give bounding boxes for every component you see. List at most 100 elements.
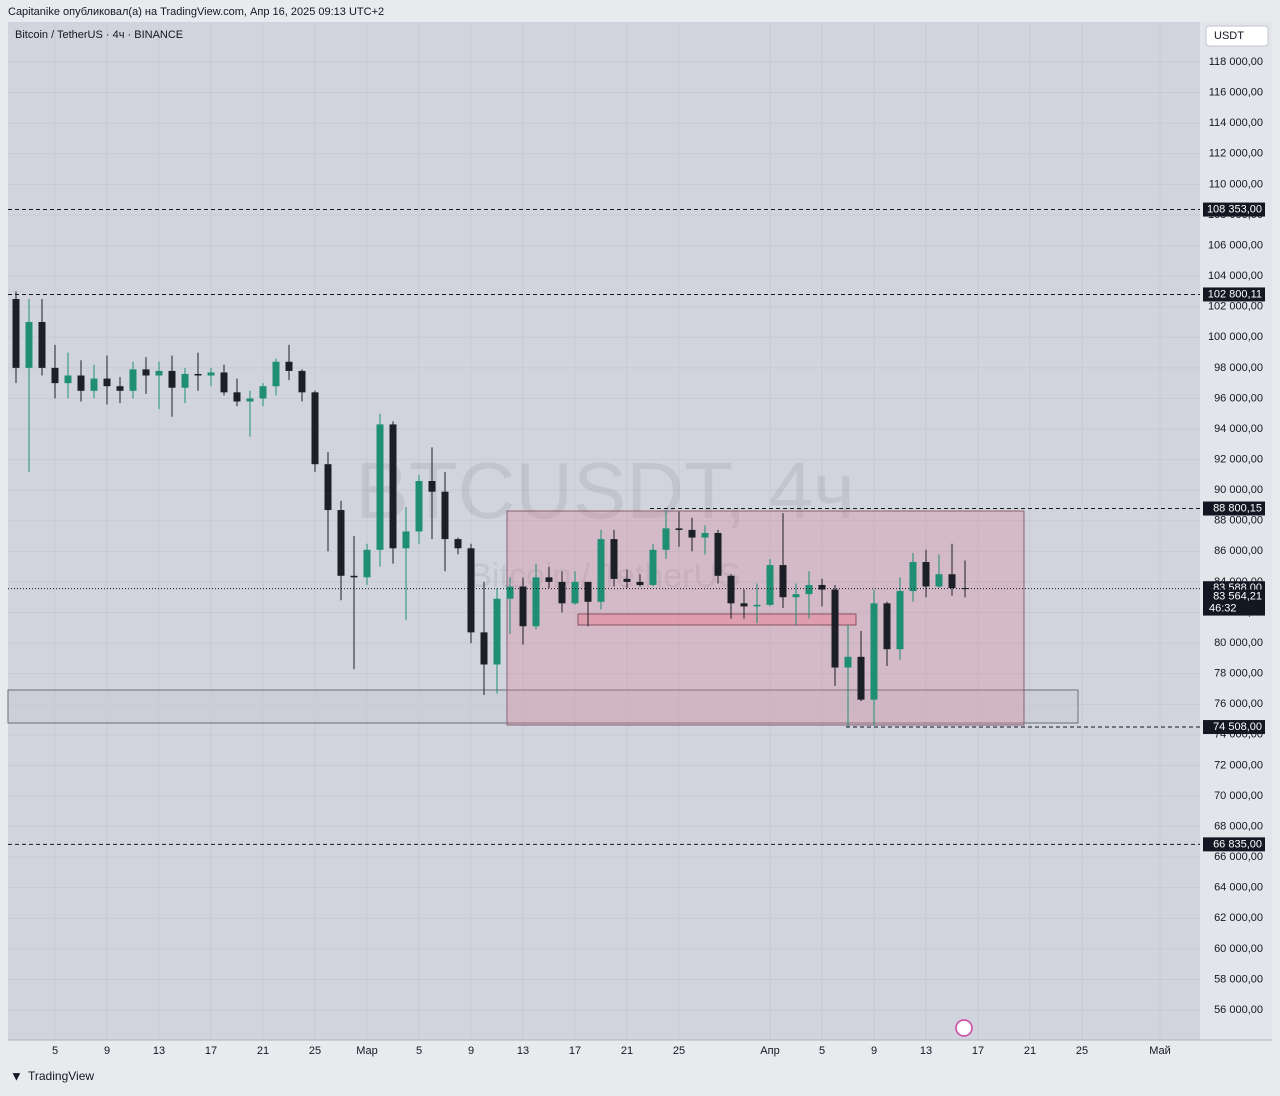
x-tick-label: 13 [153, 1045, 165, 1057]
candle-body [688, 529, 696, 538]
currency[interactable]: USDT [1214, 30, 1244, 42]
candle-body [532, 577, 540, 627]
candle-body [909, 562, 917, 592]
y-tick-label: 64 000,00 [1214, 882, 1263, 894]
candle-body [766, 565, 774, 605]
candle-body [168, 370, 176, 388]
candle-body [675, 528, 683, 530]
y-tick-label: 106 000,00 [1208, 239, 1263, 251]
candle-body [285, 361, 293, 371]
candle-body [896, 591, 904, 650]
candle-body [415, 481, 423, 532]
candle-body [259, 386, 267, 399]
candle-body [506, 586, 514, 599]
y-tick-label: 114 000,00 [1209, 117, 1263, 129]
watermark-symbol: BTCUSDT, 4ч [355, 446, 855, 535]
candle-body [571, 581, 579, 604]
last-price-box [1203, 589, 1265, 616]
candle-body [493, 598, 501, 665]
candle-body [480, 632, 488, 665]
x-tick-label: 21 [1024, 1045, 1036, 1057]
y-tick-label: 62 000,00 [1214, 912, 1263, 924]
candle-body [77, 375, 85, 391]
y-tick-label: 92 000,00 [1214, 454, 1263, 466]
y-tick-label: 78 000,00 [1214, 668, 1263, 680]
y-tick-label: 112 000,00 [1209, 148, 1263, 160]
candle-body [779, 565, 787, 598]
level-label-box [1203, 287, 1265, 302]
candle-body [194, 373, 202, 376]
footer-brand: TradingView [28, 1069, 94, 1083]
y-tick-label: 68 000,00 [1214, 820, 1263, 832]
candle-body [207, 372, 215, 376]
x-tick-label: 17 [972, 1045, 984, 1057]
y-tick-label: 70 000,00 [1214, 790, 1263, 802]
x-tick-label: 17 [569, 1045, 581, 1057]
symbol-title: Bitcoin / TetherUS · 4ч · BINANCE [15, 29, 183, 41]
candle-body [103, 378, 111, 387]
candle-body [467, 548, 475, 633]
candle-body [90, 378, 98, 391]
candle-body [64, 375, 72, 384]
candle-body [740, 603, 748, 607]
plot-bg [8, 22, 1200, 1040]
candle-body [389, 424, 397, 549]
currency-box[interactable] [1205, 25, 1269, 47]
candle-body [948, 574, 956, 589]
y-tick-label: 60 000,00 [1214, 943, 1263, 955]
y-tick-label: 118 000,00 [1209, 56, 1263, 68]
candle-body [337, 510, 345, 576]
candle-body [376, 424, 384, 550]
candle-body [844, 656, 852, 668]
y-tick-label: 56 000,00 [1214, 1004, 1263, 1016]
candle-body [584, 581, 592, 602]
candle-body [701, 532, 709, 538]
y-tick-label: 104 000,00 [1208, 270, 1263, 282]
candle-body [870, 603, 878, 700]
level-label-box [1203, 837, 1265, 852]
candle-body [155, 370, 163, 376]
y-tick-label: 102 000,00 [1208, 301, 1263, 313]
candle-body [142, 369, 150, 376]
x-tick-label: 9 [468, 1045, 474, 1057]
x-tick-label: Мар [356, 1045, 378, 1057]
level-label: 88 800,15 [1213, 502, 1262, 514]
candle-body [805, 584, 813, 595]
candle-body [818, 584, 826, 590]
y-tick-label: 96 000,00 [1214, 392, 1263, 404]
level-label: 102 800,11 [1208, 288, 1262, 300]
candle-body [363, 549, 371, 578]
candle-body [519, 586, 527, 627]
candle-body [311, 392, 319, 465]
candle-body [454, 539, 462, 549]
candle-body [233, 392, 241, 402]
x-tick-label: 17 [205, 1045, 217, 1057]
level-label: 108 353,00 [1207, 203, 1262, 215]
y-tick-label: 100 000,00 [1208, 331, 1263, 343]
y-tick-label: 58 000,00 [1214, 973, 1263, 985]
y-tick-label: 116 000,00 [1209, 87, 1263, 99]
candle-body [38, 321, 46, 368]
y-tick-label: 94 000,00 [1214, 423, 1263, 435]
candle-body [935, 574, 943, 587]
publisher-note: Capitanike опубликовал(а) на TradingView… [8, 6, 384, 18]
x-tick-label: 13 [517, 1045, 529, 1057]
candle-body [428, 481, 436, 492]
x-tick-label: 25 [673, 1045, 685, 1057]
countdown: 46:32 [1209, 602, 1237, 614]
candle-body [597, 539, 605, 602]
level-label-box [1203, 501, 1265, 516]
x-tick-label: Май [1149, 1045, 1171, 1057]
candle-body [610, 539, 618, 579]
candle-body [51, 367, 59, 384]
candle-body [129, 369, 137, 391]
support-zone [7, 689, 1079, 724]
candle-body [636, 581, 644, 585]
logo-mark: ▼ [10, 1068, 23, 1083]
last-price-label: 83 564,21 [1213, 590, 1262, 602]
candle-body [792, 594, 800, 598]
alert-icon[interactable] [955, 1019, 973, 1037]
x-tick-label: 5 [819, 1045, 825, 1057]
candle-body [246, 398, 254, 402]
candle-body [727, 575, 735, 604]
